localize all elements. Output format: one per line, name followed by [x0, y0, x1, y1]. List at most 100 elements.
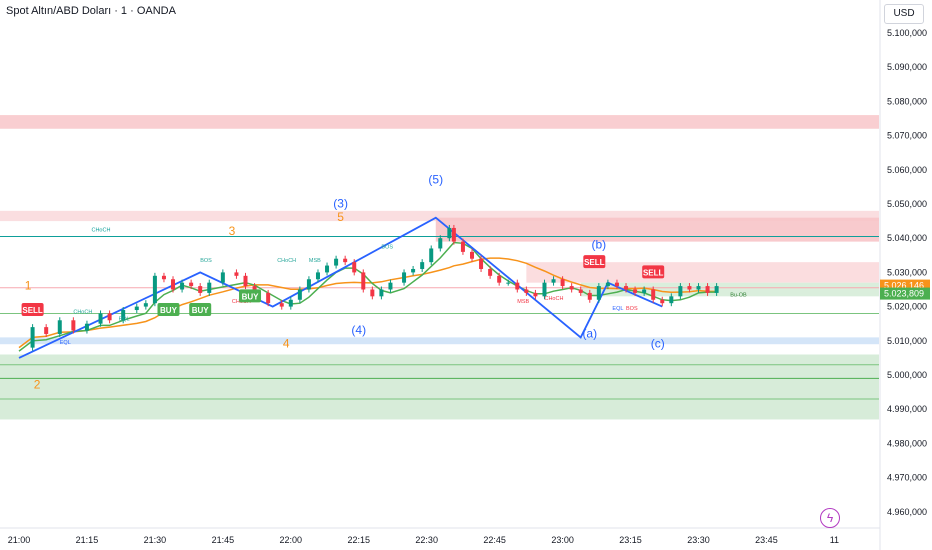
- candle-body: [279, 303, 284, 307]
- candle-body: [402, 272, 407, 283]
- zone-1: [0, 210, 879, 222]
- signal-text: BUY: [242, 292, 260, 301]
- candle-body: [388, 282, 393, 290]
- x-tick-label: 23:00: [551, 535, 574, 545]
- y-tick-label: 5.030,000: [887, 267, 927, 277]
- candle-body: [714, 286, 719, 293]
- candle-body: [660, 299, 665, 304]
- candle-body: [470, 251, 474, 259]
- structure-label: CHoCH: [91, 227, 110, 233]
- x-tick-label: 11: [830, 535, 839, 545]
- x-tick-label: 22:15: [347, 535, 370, 545]
- candle-body: [44, 327, 49, 334]
- candle-body: [438, 238, 443, 249]
- wave-label: 4: [283, 337, 290, 351]
- x-tick-label: 23:15: [619, 535, 642, 545]
- candle-body: [614, 282, 619, 287]
- candle-body: [705, 286, 710, 293]
- candle-body: [506, 282, 511, 284]
- candle-body: [266, 292, 271, 304]
- zone-2: [435, 217, 879, 242]
- signal-text: SELL: [22, 306, 43, 315]
- candle-body: [107, 313, 112, 321]
- candle-body: [84, 323, 89, 331]
- y-tick-label: 5.100,000: [887, 28, 927, 38]
- x-tick-label: 22:45: [483, 535, 506, 545]
- candle-body: [220, 272, 225, 283]
- candle-body: [560, 279, 565, 287]
- zone-3: [526, 262, 879, 283]
- flash-icon[interactable]: ϟ: [820, 508, 840, 528]
- wave-label: (3): [333, 196, 348, 210]
- candle-body: [379, 289, 384, 297]
- chart-title: Spot Altın/ABD Doları · 1 · OANDA: [6, 5, 176, 17]
- candle-body: [171, 279, 176, 290]
- signal-text: SELL: [584, 258, 605, 267]
- candle-body: [361, 272, 366, 290]
- candle-body: [596, 286, 601, 300]
- price-tag-text: 5.023,809: [884, 289, 924, 299]
- x-tick-label: 23:30: [687, 535, 710, 545]
- candle-body: [98, 313, 103, 324]
- wave-label: 2: [34, 378, 41, 392]
- candle-body: [479, 258, 484, 269]
- candle-body: [651, 289, 656, 300]
- y-tick-label: 4.990,000: [887, 404, 927, 414]
- candle-body: [429, 248, 434, 263]
- structure-label: EQL: [60, 340, 71, 346]
- candle-body: [678, 286, 683, 297]
- structure-label: CHoCH: [277, 258, 296, 264]
- y-tick-label: 4.970,000: [887, 473, 927, 483]
- zone-5: [0, 337, 879, 345]
- zone-6: [0, 354, 879, 420]
- structure-label: BOS: [626, 306, 638, 312]
- x-tick-label: 21:30: [144, 535, 167, 545]
- candle-body: [161, 275, 166, 280]
- zone-0: [0, 115, 879, 129]
- candle-body: [57, 320, 62, 334]
- wave-label: (5): [428, 172, 443, 186]
- wave-label: (c): [651, 337, 665, 351]
- x-tick-label: 21:00: [8, 535, 31, 545]
- y-tick-label: 5.000,000: [887, 370, 927, 380]
- candle-body: [420, 262, 425, 269]
- candle-body: [143, 303, 148, 307]
- candle-body: [533, 292, 538, 297]
- candle-body: [243, 275, 248, 287]
- candle-body: [234, 272, 239, 276]
- signal-text: SELL: [643, 268, 664, 277]
- signal-badge: [157, 303, 180, 317]
- candle-body: [306, 279, 311, 290]
- candle-body: [411, 268, 416, 273]
- signal-badge: [189, 303, 212, 317]
- candle-body: [542, 282, 547, 297]
- wave-label: (b): [592, 237, 607, 251]
- y-tick-label: 5.080,000: [887, 96, 927, 106]
- candle-body: [551, 279, 556, 283]
- signal-text: BUY: [160, 306, 178, 315]
- price-tag-text: 5.026,146: [884, 281, 924, 291]
- structure-label: CHoCH: [73, 309, 92, 315]
- y-tick-label: 5.040,000: [887, 233, 927, 243]
- structure-label: BOS: [200, 258, 212, 264]
- signal-badge: [642, 265, 665, 279]
- wave-label: (4): [351, 323, 366, 337]
- structure-label: EQL: [612, 306, 623, 312]
- candle-body: [71, 320, 76, 331]
- currency-button[interactable]: USD: [884, 4, 924, 24]
- wave-label: (a): [582, 326, 597, 340]
- candle-body: [578, 289, 583, 293]
- candle-body: [180, 282, 185, 290]
- candle-body: [152, 275, 157, 304]
- candle-body: [334, 258, 339, 266]
- candle-body: [488, 268, 493, 276]
- y-tick-label: 5.010,000: [887, 336, 927, 346]
- structure-label: MSB: [309, 258, 321, 264]
- candle-body: [325, 265, 330, 273]
- candle-body: [696, 286, 701, 290]
- candle-body: [315, 272, 320, 280]
- zone-4: [580, 282, 879, 297]
- wave-label: 1: [25, 279, 32, 293]
- y-tick-label: 5.060,000: [887, 165, 927, 175]
